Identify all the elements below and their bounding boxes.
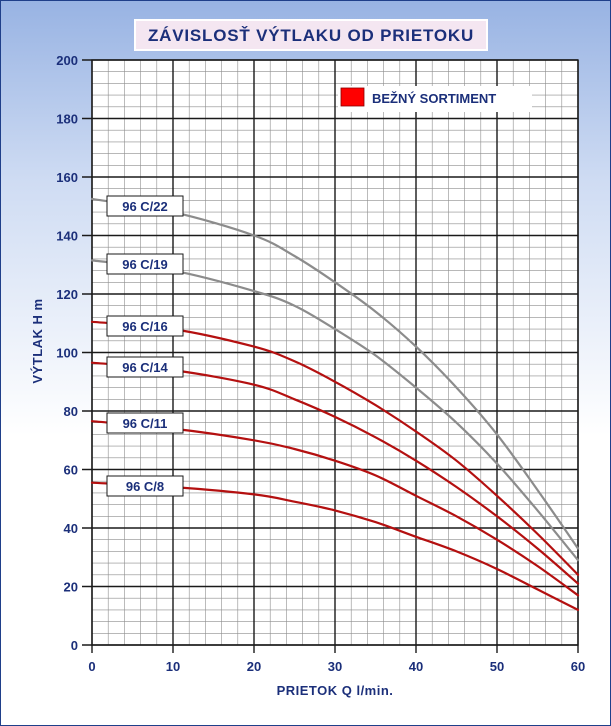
x-tick-label: 20 bbox=[247, 659, 261, 674]
curve-labels: 96 C/22 96 C/19 96 C/16 96 C/14 96 C/11 96 C/… bbox=[106, 195, 184, 497]
curve-label-box-96-c-14 bbox=[106, 356, 184, 378]
y-tick-label: 160 bbox=[56, 170, 78, 185]
x-axis-title: PRIETOK Q l/min. bbox=[277, 683, 394, 698]
y-tick-label: 120 bbox=[56, 287, 78, 302]
y-tick-label: 40 bbox=[64, 521, 78, 536]
plot-border bbox=[91, 59, 579, 646]
legend-box bbox=[338, 86, 532, 112]
series-line-96-c-19 bbox=[90, 259, 580, 562]
tick-labels: 0 20 40 60 80 100 120 140 160 180 200 0 10 20 30 40 50 60 bbox=[56, 53, 585, 674]
y-tick-label: 0 bbox=[71, 638, 78, 653]
legend-label: BEŽNÝ SORTIMENT bbox=[372, 91, 496, 106]
series-line-96-c-16 bbox=[90, 320, 580, 576]
y-tick-label: 80 bbox=[64, 404, 78, 419]
curve-label-96-c-22: 96 C/22 bbox=[122, 199, 168, 214]
y-axis-title: VÝTLAK H m bbox=[30, 298, 45, 383]
chart-title: ZÁVISLOSŤ VÝTLAKU OD PRIETOKU bbox=[148, 26, 474, 45]
series-line-96-c-22 bbox=[90, 197, 580, 550]
y-tick-label: 200 bbox=[56, 53, 78, 68]
curve-label-box-96-c-19 bbox=[106, 253, 184, 275]
series-layer bbox=[90, 197, 580, 611]
legend: BEŽNÝ SORTIMENT bbox=[338, 86, 532, 112]
major-grid bbox=[82, 59, 579, 653]
curve-label-96-c-19: 96 C/19 bbox=[122, 257, 168, 272]
legend-swatch bbox=[340, 87, 365, 107]
title-box bbox=[134, 19, 488, 51]
y-tick-label: 60 bbox=[64, 463, 78, 478]
x-tick-label: 30 bbox=[328, 659, 342, 674]
curve-label-96-c-8: 96 C/8 bbox=[126, 479, 164, 494]
x-tick-label: 60 bbox=[571, 659, 585, 674]
series-line-96-c-8 bbox=[90, 481, 580, 611]
curve-label-96-c-14: 96 C/14 bbox=[122, 360, 168, 375]
x-tick-label: 0 bbox=[88, 659, 95, 674]
curve-label-box-96-c-22 bbox=[106, 195, 184, 217]
curve-label-box-96-c-16 bbox=[106, 315, 184, 337]
curve-label-box-96-c-11 bbox=[106, 412, 184, 434]
y-tick-label: 20 bbox=[64, 580, 78, 595]
x-tick-label: 50 bbox=[490, 659, 504, 674]
series-line-96-c-11 bbox=[90, 420, 580, 597]
y-tick-label: 140 bbox=[56, 229, 78, 244]
x-tick-label: 40 bbox=[409, 659, 423, 674]
series-line-96-c-14 bbox=[90, 361, 580, 585]
y-tick-label: 180 bbox=[56, 112, 78, 127]
y-tick-label: 100 bbox=[56, 346, 78, 361]
curve-label-96-c-16: 96 C/16 bbox=[122, 319, 168, 334]
curve-label-96-c-11: 96 C/11 bbox=[123, 416, 168, 431]
curve-label-box-96-c-8 bbox=[106, 475, 184, 497]
x-tick-label: 10 bbox=[166, 659, 180, 674]
